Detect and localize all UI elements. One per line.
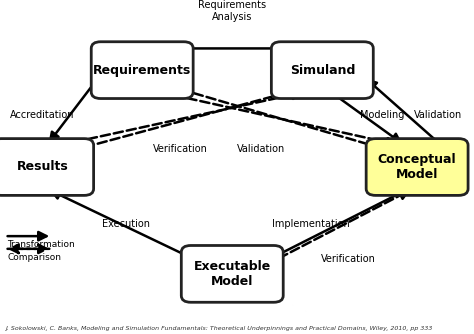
Text: Conceptual
Model: Conceptual Model bbox=[378, 153, 456, 181]
FancyBboxPatch shape bbox=[0, 139, 94, 195]
Text: Requirements: Requirements bbox=[93, 64, 191, 76]
Text: Requirements
Analysis: Requirements Analysis bbox=[198, 0, 266, 22]
FancyBboxPatch shape bbox=[91, 42, 193, 99]
Text: Validation: Validation bbox=[414, 110, 462, 120]
FancyBboxPatch shape bbox=[181, 245, 283, 302]
Text: Results: Results bbox=[17, 161, 69, 173]
Text: Executable
Model: Executable Model bbox=[194, 260, 271, 288]
FancyBboxPatch shape bbox=[271, 42, 373, 99]
Text: Verification: Verification bbox=[321, 254, 376, 264]
Text: Modeling: Modeling bbox=[360, 110, 405, 120]
Text: Transformation: Transformation bbox=[7, 240, 75, 249]
Text: Execution: Execution bbox=[101, 219, 150, 229]
Text: Implementation: Implementation bbox=[272, 219, 349, 229]
Text: Verification: Verification bbox=[153, 144, 208, 154]
Text: Simuland: Simuland bbox=[290, 64, 355, 76]
Text: J. Sokolowski, C. Banks, Modeling and Simulation Fundamentals: Theoretical Under: J. Sokolowski, C. Banks, Modeling and Si… bbox=[5, 326, 432, 331]
Text: Accreditation: Accreditation bbox=[9, 110, 74, 120]
FancyBboxPatch shape bbox=[366, 139, 468, 195]
Text: Validation: Validation bbox=[237, 144, 285, 154]
Text: Comparison: Comparison bbox=[7, 253, 61, 262]
